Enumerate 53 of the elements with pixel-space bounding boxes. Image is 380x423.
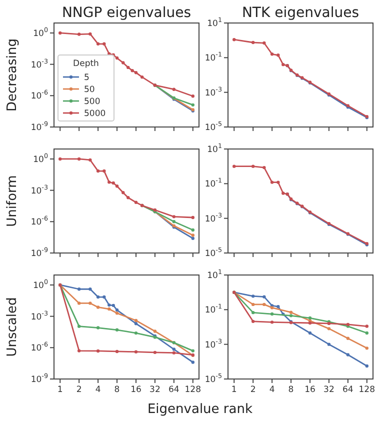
y-tick-label: 10$^{1}$ (207, 268, 222, 281)
y-tick-label: 10$^{-9}$ (30, 246, 48, 259)
x-tick-label: 4 (95, 385, 101, 395)
y-axis-title: Uniform (5, 175, 20, 227)
y-axis-title: Decreasing (5, 38, 20, 112)
y-tick-label: 10$^{-9}$ (30, 372, 48, 385)
x-tick-label: 128 (358, 385, 376, 395)
x-tick-label: 64 (342, 385, 354, 395)
y-tick-label: 10$^{-3}$ (204, 85, 222, 98)
x-tick-label: 2 (76, 385, 82, 395)
x-tick-label: 16 (130, 385, 142, 395)
x-tick-label: 16 (304, 385, 316, 395)
x-tick-label: 8 (288, 385, 294, 395)
y-tick-label: 10$^{-1}$ (204, 302, 222, 316)
x-tick-label: 32 (150, 385, 160, 395)
y-tick-label: 10$^{1}$ (207, 16, 222, 29)
y-tick-label: 10$^{-6}$ (30, 340, 48, 354)
y-tick-label: 10$^{1}$ (207, 142, 222, 155)
y-tick-label: 10$^{-5}$ (204, 120, 222, 133)
legend-label: 5000 (84, 109, 106, 119)
legend-label: 50 (84, 85, 95, 95)
line-series (232, 290, 368, 328)
y-tick-label: 10$^{0}$ (33, 26, 48, 39)
x-tick-label: 8 (114, 385, 120, 395)
y-tick-label: 10$^{-5}$ (204, 372, 222, 385)
y-tick-label: 10$^{-3}$ (30, 57, 48, 70)
legend-title: Depth (73, 59, 99, 69)
y-tick-label: 10$^{-9}$ (30, 120, 48, 133)
y-tick-label: 10$^{-6}$ (30, 88, 48, 102)
x-tick-label: 128 (184, 385, 202, 395)
chart-title: NNGP eigenvalues (62, 5, 192, 21)
x-tick-label: 1 (231, 385, 237, 395)
y-axis-title: Unscaled (5, 297, 20, 357)
y-tick-label: 10$^{-3}$ (204, 211, 222, 224)
y-tick-label: 10$^{-6}$ (30, 214, 48, 228)
y-tick-label: 10$^{-3}$ (30, 183, 48, 196)
x-tick-label: 1 (57, 385, 63, 395)
x-tick-label: 32 (324, 385, 334, 395)
x-axis-title: Eigenvalue rank (147, 402, 253, 417)
legend-label: 5 (84, 73, 90, 83)
x-tick-label: 64 (168, 385, 180, 395)
y-tick-label: 10$^{0}$ (33, 278, 48, 291)
y-tick-label: 10$^{-5}$ (204, 246, 222, 259)
y-tick-label: 10$^{0}$ (33, 152, 48, 165)
y-tick-label: 10$^{-3}$ (204, 337, 222, 350)
chart-title: NTK eigenvalues (242, 5, 360, 21)
legend-label: 500 (84, 97, 100, 107)
y-tick-label: 10$^{-1}$ (204, 176, 222, 190)
x-tick-label: 4 (269, 385, 275, 395)
line-series (232, 290, 368, 335)
y-tick-label: 10$^{-3}$ (30, 309, 48, 322)
x-tick-label: 2 (250, 385, 256, 395)
y-tick-label: 10$^{-1}$ (204, 50, 222, 64)
